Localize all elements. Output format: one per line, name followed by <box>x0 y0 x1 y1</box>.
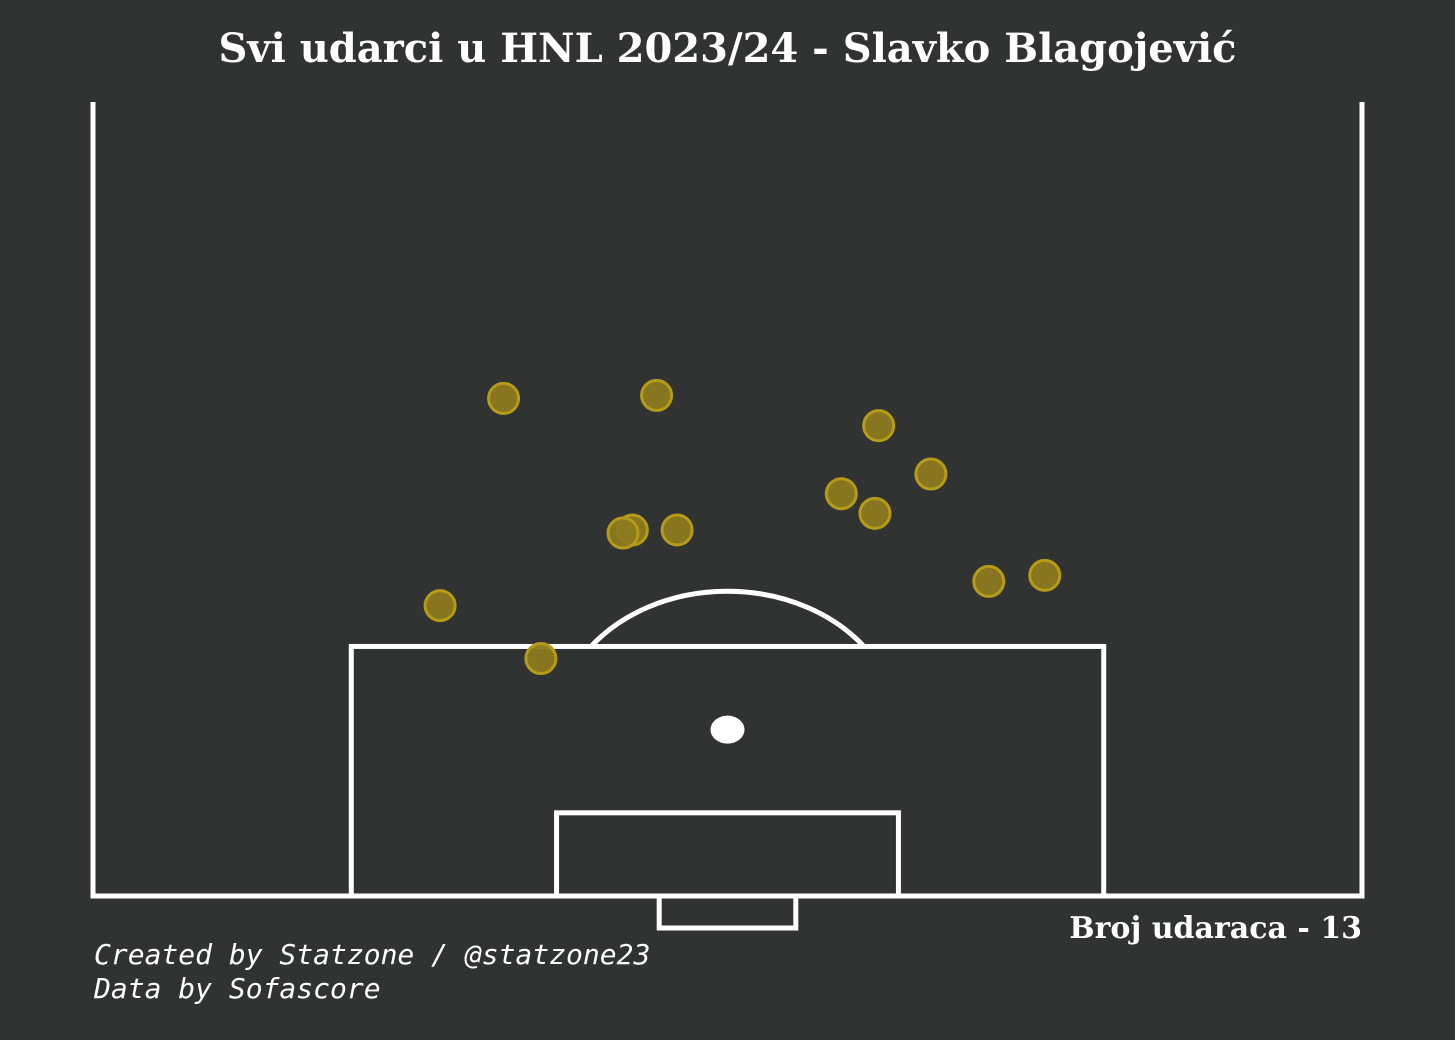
shot-marker <box>660 513 694 547</box>
six-yard-box <box>554 810 901 899</box>
penalty-arc <box>589 588 866 649</box>
shot-marker <box>423 589 457 623</box>
pitch-markings <box>90 102 1365 931</box>
shot-marker <box>487 381 521 415</box>
shot-marker <box>914 457 948 491</box>
penalty-spot <box>710 715 745 744</box>
shot-marker <box>1028 558 1062 592</box>
shot-marker <box>972 564 1006 598</box>
shot-marker <box>824 477 858 511</box>
shot-count-label: Broj udaraca - 13 <box>1069 911 1362 946</box>
shots-layer <box>423 378 1062 676</box>
goal <box>656 893 799 931</box>
shot-marker <box>640 378 674 412</box>
penalty-area <box>348 643 1107 899</box>
chart-title: Svi udarci u HNL 2023/24 - Slavko Blagoj… <box>218 25 1237 72</box>
created-by-text: Created by Statzone / @statzone23 <box>94 938 651 971</box>
data-source-text: Data by Sofascore <box>94 972 381 1005</box>
shot-marker <box>858 496 892 530</box>
shot-marker <box>862 409 896 443</box>
credits: Created by Statzone / @statzone23 Data b… <box>94 938 650 1006</box>
shot-marker <box>606 516 640 550</box>
pitch-boundary <box>90 102 1365 899</box>
shot-marker <box>524 642 558 676</box>
